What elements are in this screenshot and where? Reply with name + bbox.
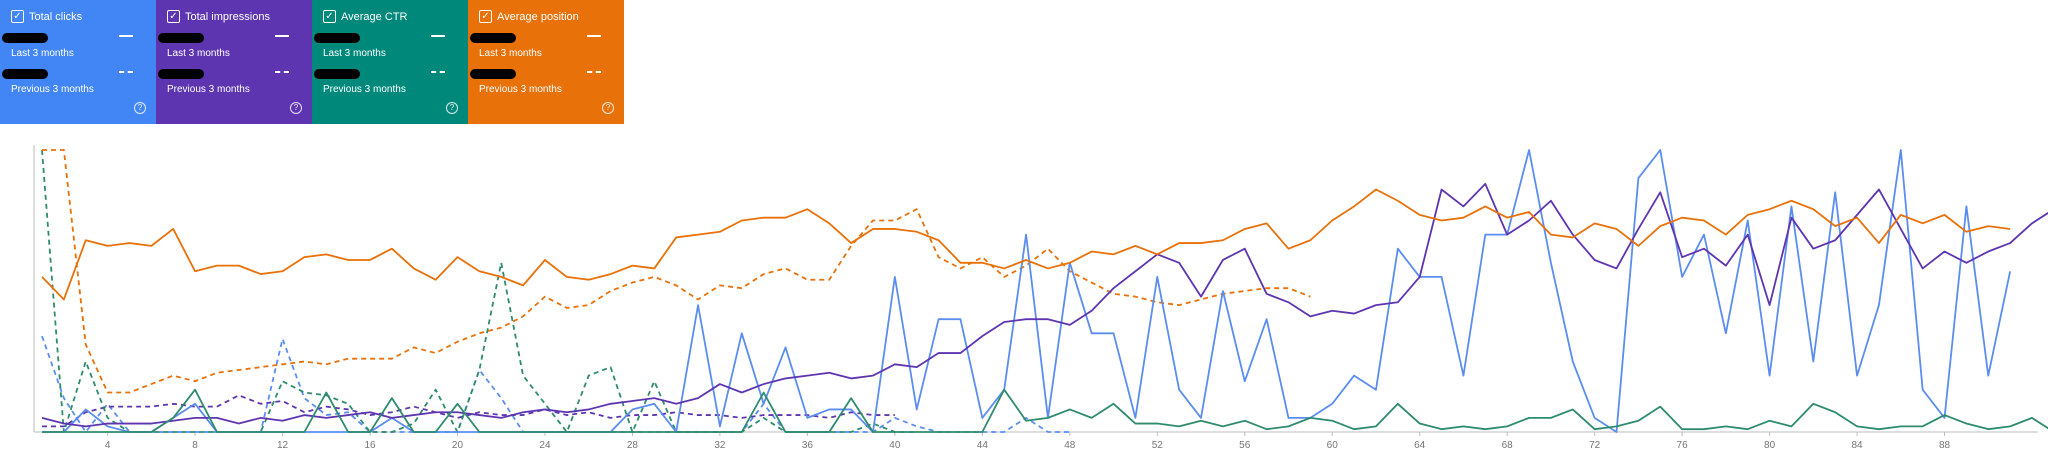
help-icon[interactable]: ? <box>446 102 458 114</box>
x-tick-label: 44 <box>977 440 989 451</box>
redacted-value <box>2 69 48 79</box>
redacted-value <box>158 69 204 79</box>
x-tick-label: 36 <box>802 440 814 451</box>
card-total-impressions[interactable]: ✓ Total impressions Last 3 months Previo… <box>156 0 312 124</box>
redacted-value <box>314 33 360 43</box>
card-header[interactable]: ✓ Average CTR <box>323 10 407 23</box>
redacted-value <box>470 33 516 43</box>
period-current: Last 3 months <box>11 48 74 59</box>
series-line-ctr_previous <box>41 149 917 433</box>
x-tick-label: 12 <box>277 440 289 451</box>
checkbox-check-icon[interactable]: ✓ <box>11 10 24 23</box>
card-title: Total clicks <box>29 10 83 23</box>
x-tick-label: 8 <box>192 440 198 451</box>
period-previous: Previous 3 months <box>11 84 94 95</box>
card-title: Average position <box>497 10 579 23</box>
x-tick-label: 68 <box>1502 440 1514 451</box>
series-line-ctr_current <box>42 388 2048 433</box>
series-line-clicks_current <box>42 149 2012 433</box>
chart-svg[interactable]: 4 8 12 16 20 24 28 32 36 40 44 48 52 56 60 64 68 72 76 80 84… <box>0 140 2048 469</box>
x-tick-label: 40 <box>889 440 901 451</box>
redacted-value <box>314 69 360 79</box>
redacted-value <box>2 33 48 43</box>
card-header[interactable]: ✓ Average position <box>479 10 579 23</box>
x-tick-label: 24 <box>539 440 551 451</box>
card-average-ctr[interactable]: ✓ Average CTR Last 3 months Previous 3 m… <box>312 0 468 124</box>
x-tick-label: 48 <box>1064 440 1076 451</box>
solid-line-indicator <box>431 35 445 37</box>
performance-chart[interactable]: 4 8 12 16 20 24 28 32 36 40 44 48 52 56 60 64 68 72 76 80 84… <box>0 140 2048 469</box>
card-title: Average CTR <box>341 10 408 23</box>
help-icon[interactable]: ? <box>134 102 146 114</box>
x-tick-label: 32 <box>714 440 726 451</box>
x-tick-label: 56 <box>1239 440 1251 451</box>
period-current: Last 3 months <box>323 48 386 59</box>
solid-line-indicator <box>119 35 133 37</box>
checkbox-check-icon[interactable]: ✓ <box>167 10 180 23</box>
card-header[interactable]: ✓ Total impressions <box>167 10 270 23</box>
card-header[interactable]: ✓ Total clicks <box>11 10 82 23</box>
x-tick-label: 64 <box>1414 440 1426 451</box>
period-current: Last 3 months <box>167 48 230 59</box>
x-tick-label: 4 <box>105 440 111 451</box>
period-previous: Previous 3 months <box>323 84 406 95</box>
period-previous: Previous 3 months <box>479 84 562 95</box>
dashed-line-indicator <box>587 71 601 73</box>
x-tick-label: 88 <box>1939 440 1951 451</box>
series-line-impressions_current <box>41 182 2048 428</box>
solid-line-indicator <box>275 35 289 37</box>
checkbox-check-icon[interactable]: ✓ <box>479 10 492 23</box>
x-tick-label: 20 <box>452 440 464 451</box>
x-tick-label: 28 <box>627 440 639 451</box>
x-tick-label: 76 <box>1677 440 1689 451</box>
series-line-position_previous <box>42 149 1311 394</box>
dashed-line-indicator <box>119 71 133 73</box>
series-line-position_current <box>41 188 2011 301</box>
metric-cards: ✓ Total clicks Last 3 months Previous 3 … <box>0 0 624 124</box>
x-tick-label: 52 <box>1152 440 1164 451</box>
redacted-value <box>470 69 516 79</box>
x-tick-label: 80 <box>1764 440 1776 451</box>
checkbox-check-icon[interactable]: ✓ <box>323 10 336 23</box>
card-average-position[interactable]: ✓ Average position Last 3 months Previou… <box>468 0 624 124</box>
solid-line-indicator <box>587 35 601 37</box>
help-icon[interactable]: ? <box>290 102 302 114</box>
dashed-line-indicator <box>431 71 445 73</box>
help-icon[interactable]: ? <box>602 102 614 114</box>
card-total-clicks[interactable]: ✓ Total clicks Last 3 months Previous 3 … <box>0 0 156 124</box>
period-current: Last 3 months <box>479 48 542 59</box>
period-previous: Previous 3 months <box>167 84 250 95</box>
x-tick-label: 84 <box>1851 440 1863 451</box>
card-title: Total impressions <box>185 10 270 23</box>
x-tick-label: 72 <box>1589 440 1601 451</box>
redacted-value <box>158 33 204 43</box>
x-tick-label: 16 <box>364 440 376 451</box>
dashed-line-indicator <box>275 71 289 73</box>
x-tick-label: 60 <box>1327 440 1339 451</box>
